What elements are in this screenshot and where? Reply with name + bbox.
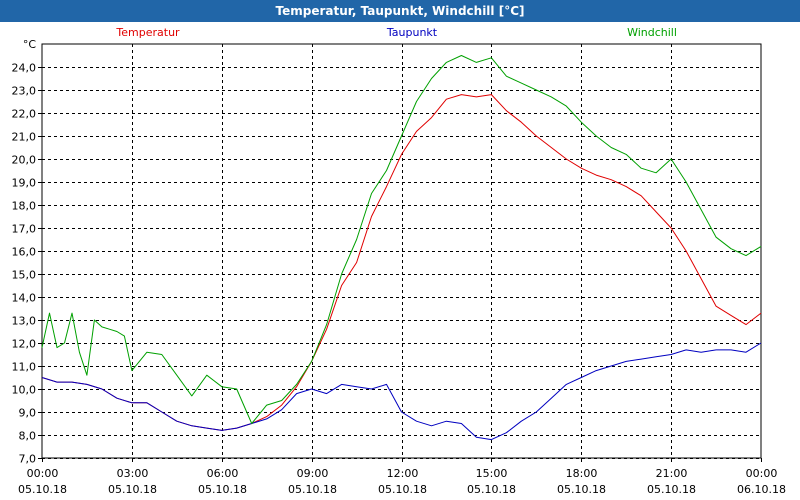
x-tick-date-label: 06.10.18: [737, 483, 786, 496]
x-tick-date-label: 05.10.18: [198, 483, 247, 496]
y-tick-label: 21,0: [12, 131, 37, 144]
y-tick-label: 9,0: [19, 407, 37, 420]
y-tick-label: 20,0: [12, 154, 37, 167]
y-tick-label: 12,0: [12, 338, 37, 351]
series-line-taupunkt: [41, 342, 762, 441]
y-tick-label: 11,0: [12, 361, 37, 374]
y-tick-label: 22,0: [12, 108, 37, 121]
series-line-windchill: [41, 55, 762, 424]
y-tick-label: 17,0: [12, 223, 37, 236]
y-unit-label: °C: [23, 38, 37, 51]
y-tick-label: 14,0: [12, 292, 37, 305]
x-tick-time-label: 15:00: [476, 467, 508, 480]
x-tick-date-label: 05.10.18: [288, 483, 337, 496]
x-tick-date-label: 05.10.18: [467, 483, 516, 496]
legend-entry-temperatur: Temperatur: [115, 26, 180, 39]
x-tick-date-label: 05.10.18: [557, 483, 606, 496]
y-tick-label: 15,0: [12, 269, 37, 282]
x-tick-time-label: 06:00: [207, 467, 239, 480]
window-title: Temperatur, Taupunkt, Windchill [°C]: [0, 0, 800, 22]
y-tick-label: 10,0: [12, 384, 37, 397]
y-tick-label: 24,0: [12, 62, 37, 75]
x-tick-date-label: 05.10.18: [108, 483, 157, 496]
y-tick-label: 16,0: [12, 246, 37, 259]
x-tick-date-label: 05.10.18: [378, 483, 427, 496]
x-tick-date-label: 05.10.18: [18, 483, 67, 496]
x-tick-time-label: 12:00: [387, 467, 419, 480]
x-tick-time-label: 18:00: [566, 467, 598, 480]
y-tick-label: 19,0: [12, 177, 37, 190]
chart-panel: 7,0 8,0 9,0 10,0 11,0 12,0 13,0 14,0 15,0 16,0 17,…: [0, 22, 800, 500]
x-tick-time-label: 21:00: [656, 467, 688, 480]
x-tick-date-label: 05.10.18: [647, 483, 696, 496]
legend-entry-taupunkt: Taupunkt: [386, 26, 438, 39]
chart-svg: 7,0 8,0 9,0 10,0 11,0 12,0 13,0 14,0 15,0 16,0 17,…: [12, 26, 786, 496]
x-tick-time-label: 00:00: [27, 467, 59, 480]
legend-entry-windchill: Windchill: [627, 26, 677, 39]
y-tick-label: 7,0: [19, 453, 37, 466]
plot-area: [41, 43, 762, 459]
y-tick-label: 18,0: [12, 200, 37, 213]
x-tick-time-label: 03:00: [117, 467, 149, 480]
y-tick-label: 8,0: [19, 430, 37, 443]
y-tick-label: 23,0: [12, 85, 37, 98]
x-tick-time-label: 00:00: [746, 467, 778, 480]
x-tick-time-label: 09:00: [297, 467, 329, 480]
y-tick-label: 13,0: [12, 315, 37, 328]
